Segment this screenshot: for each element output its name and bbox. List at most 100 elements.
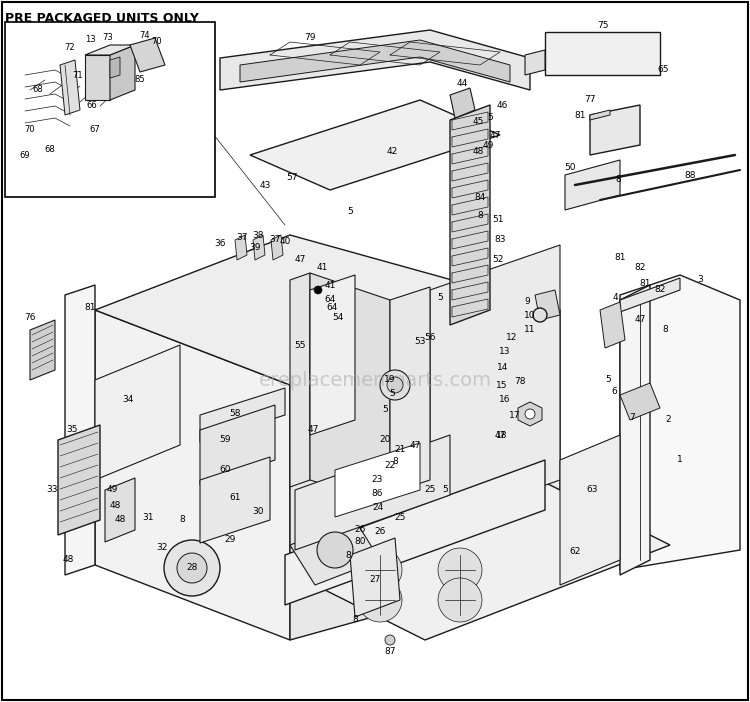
Text: 62: 62 [569, 548, 580, 557]
Circle shape [438, 578, 482, 622]
Polygon shape [430, 245, 560, 525]
Text: 8: 8 [352, 616, 358, 625]
Text: 34: 34 [122, 395, 134, 404]
Text: 23: 23 [371, 475, 382, 484]
Text: 41: 41 [316, 263, 328, 272]
Circle shape [387, 377, 403, 393]
Text: 11: 11 [524, 326, 536, 334]
Polygon shape [235, 235, 247, 260]
Text: 54: 54 [332, 314, 344, 322]
Text: 5: 5 [442, 486, 448, 494]
Text: PRE PACKAGED UNITS ONLY: PRE PACKAGED UNITS ONLY [5, 12, 199, 25]
Circle shape [358, 548, 402, 592]
Text: 24: 24 [372, 503, 383, 512]
Text: 5: 5 [437, 293, 442, 303]
Polygon shape [110, 45, 135, 100]
Text: 5: 5 [605, 376, 610, 385]
Text: ereplacementparts.com: ereplacementparts.com [259, 371, 491, 390]
Text: 81: 81 [614, 253, 626, 263]
Polygon shape [620, 275, 740, 570]
Polygon shape [130, 38, 165, 72]
Text: 26: 26 [374, 527, 386, 536]
Polygon shape [220, 30, 530, 90]
Text: 53: 53 [414, 338, 426, 347]
Text: 49: 49 [106, 486, 118, 494]
Text: 76: 76 [24, 314, 36, 322]
Text: 81: 81 [574, 110, 586, 119]
Polygon shape [518, 402, 542, 426]
Polygon shape [105, 478, 135, 542]
Polygon shape [525, 50, 545, 75]
Polygon shape [95, 310, 290, 640]
Text: 37: 37 [269, 235, 280, 244]
Text: 35: 35 [66, 425, 78, 435]
Polygon shape [60, 60, 80, 115]
Circle shape [385, 635, 395, 645]
Text: 44: 44 [456, 79, 468, 88]
Text: 29: 29 [224, 536, 236, 545]
Polygon shape [620, 278, 680, 312]
Polygon shape [290, 520, 380, 585]
Text: 12: 12 [506, 333, 518, 343]
Text: 30: 30 [252, 508, 264, 517]
Polygon shape [590, 110, 610, 120]
Polygon shape [295, 480, 670, 640]
Polygon shape [95, 235, 560, 385]
Text: 50: 50 [564, 164, 576, 173]
Text: 59: 59 [219, 435, 231, 444]
Text: 48: 48 [114, 515, 126, 524]
Text: 15: 15 [496, 380, 508, 390]
Text: 84: 84 [474, 194, 486, 202]
Text: 48: 48 [472, 147, 484, 157]
Text: 83: 83 [494, 235, 506, 244]
Polygon shape [310, 273, 390, 505]
Text: 47: 47 [410, 440, 421, 449]
Text: 47: 47 [489, 131, 501, 140]
Text: 85: 85 [135, 76, 146, 84]
Text: 3: 3 [698, 275, 703, 284]
Circle shape [525, 409, 535, 419]
Text: 5: 5 [488, 114, 493, 123]
Text: 51: 51 [492, 216, 504, 225]
Text: 56: 56 [424, 333, 436, 343]
Circle shape [314, 286, 322, 294]
Text: 1: 1 [677, 456, 682, 465]
Text: 64: 64 [326, 303, 338, 312]
Circle shape [358, 578, 402, 622]
Text: 6: 6 [611, 388, 616, 397]
Polygon shape [58, 425, 100, 535]
Polygon shape [200, 457, 270, 543]
Polygon shape [535, 290, 560, 320]
Text: 13: 13 [85, 36, 95, 44]
Text: 46: 46 [496, 100, 508, 110]
Text: 47: 47 [634, 315, 646, 324]
Text: 38: 38 [252, 230, 264, 239]
Polygon shape [285, 460, 545, 605]
Polygon shape [560, 435, 620, 585]
Text: 58: 58 [230, 409, 241, 418]
Text: 81: 81 [639, 279, 651, 288]
Text: 80: 80 [354, 538, 366, 546]
Text: 8: 8 [392, 458, 398, 467]
Text: 45: 45 [472, 117, 484, 126]
Text: 5: 5 [389, 388, 394, 397]
Text: 31: 31 [142, 513, 154, 522]
Text: 8: 8 [345, 550, 351, 559]
Text: 32: 32 [156, 543, 168, 552]
Text: 75: 75 [597, 20, 609, 29]
Text: 27: 27 [369, 576, 381, 585]
Text: 25: 25 [424, 486, 436, 494]
Text: 16: 16 [500, 395, 511, 404]
Circle shape [177, 553, 207, 583]
Polygon shape [110, 57, 120, 78]
Polygon shape [250, 100, 500, 190]
Text: 8: 8 [477, 211, 483, 220]
Text: 18: 18 [496, 430, 508, 439]
Text: 49: 49 [482, 140, 494, 150]
Text: 79: 79 [304, 32, 316, 41]
Text: 47: 47 [494, 430, 506, 439]
Polygon shape [590, 105, 640, 155]
Text: 8: 8 [662, 326, 668, 334]
Text: 57: 57 [286, 173, 298, 183]
Text: 8: 8 [179, 515, 184, 524]
